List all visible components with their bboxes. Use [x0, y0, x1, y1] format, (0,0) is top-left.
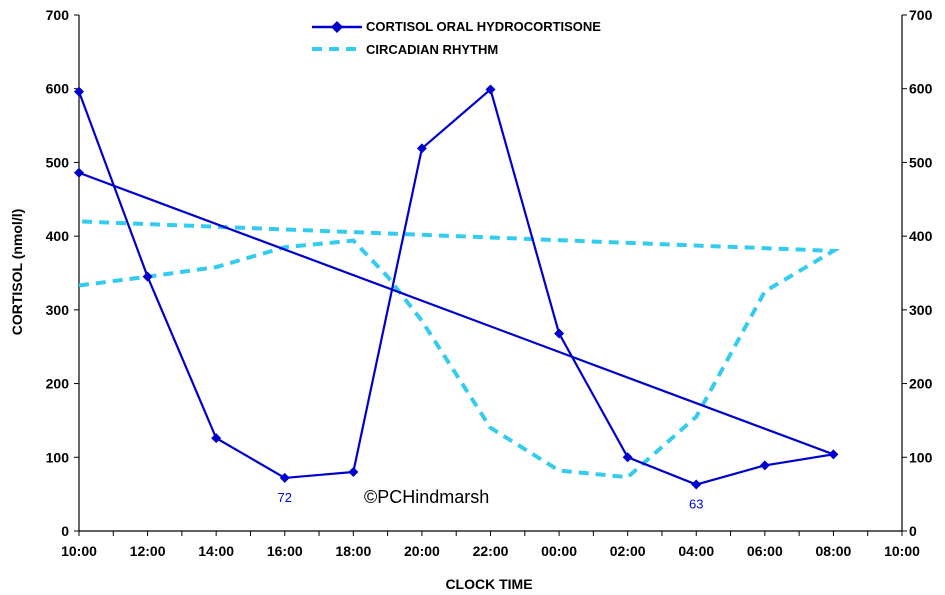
x-tick-label: 06:00	[747, 543, 783, 559]
y-right-tick-label: 600	[909, 81, 933, 97]
legend-label-circadian: CIRCADIAN RHYTHM	[366, 42, 498, 57]
x-tick-label: 10:00	[884, 543, 920, 559]
y-left-tick-label: 0	[61, 523, 69, 539]
x-tick-label: 02:00	[610, 543, 646, 559]
y-right-tick-label: 100	[909, 449, 933, 465]
y-axis-left-ticks: 0 100 200 300 400 500 600 700	[46, 7, 79, 539]
cortisol-point-marker	[279, 472, 290, 483]
x-tick-label: 08:00	[816, 543, 852, 559]
cortisol-point-marker	[416, 143, 427, 154]
legend-label-cortisol: CORTISOL ORAL HYDROCORTISONE	[366, 19, 601, 34]
x-tick-label: 04:00	[678, 543, 714, 559]
y-right-tick-label: 200	[909, 376, 933, 392]
y-left-tick-label: 100	[46, 449, 70, 465]
x-tick-label: 16:00	[267, 543, 303, 559]
x-tick-label: 22:00	[473, 543, 509, 559]
x-tick-label: 12:00	[130, 543, 166, 559]
x-axis-ticks: 10:00 12:00 14:00 16:00 18:00 20:00 22:00 00:00…	[61, 531, 920, 559]
series-layer	[74, 84, 841, 490]
point-data-label: 72	[278, 490, 292, 505]
x-axis-title: CLOCK TIME	[445, 576, 532, 592]
series-line-cortisol	[77, 87, 838, 486]
y-axis-right-ticks: 0 100 200 300 400 500 600 700	[902, 7, 933, 539]
x-tick-label: 20:00	[404, 543, 440, 559]
y-right-tick-label: 400	[909, 228, 933, 244]
y-right-tick-label: 700	[909, 7, 933, 23]
series-line-circadian-rhythm	[78, 219, 841, 480]
y-right-tick-label: 300	[909, 302, 933, 318]
x-tick-label: 00:00	[541, 543, 577, 559]
cortisol-point-marker	[485, 84, 496, 95]
cortisol-point-marker	[691, 479, 702, 490]
cortisol-point-marker	[622, 452, 633, 463]
cortisol-point-marker	[74, 86, 84, 97]
y-axis-title: CORTISOL (nmol/l)	[9, 209, 25, 336]
cortisol-point-marker	[348, 467, 359, 478]
y-left-tick-label: 600	[46, 81, 70, 97]
copyright-watermark: ©PCHindmarsh	[364, 487, 489, 507]
y-left-tick-label: 700	[46, 7, 70, 23]
cortisol-point-marker	[759, 460, 770, 471]
cortisol-point-marker	[211, 433, 222, 444]
legend-marker-diamond	[331, 21, 343, 33]
legend: CORTISOL ORAL HYDROCORTISONE CIRCADIAN R…	[312, 19, 601, 57]
cortisol-point-marker	[74, 167, 84, 178]
x-tick-label: 10:00	[61, 543, 97, 559]
y-left-tick-label: 200	[46, 376, 70, 392]
y-left-tick-label: 500	[46, 154, 70, 170]
y-right-tick-label: 0	[909, 523, 917, 539]
x-tick-label: 18:00	[335, 543, 371, 559]
point-data-label: 63	[689, 497, 703, 512]
cortisol-point-marker	[828, 449, 839, 460]
x-tick-label: 14:00	[198, 543, 234, 559]
cortisol-point-marker	[142, 271, 153, 282]
y-left-tick-label: 400	[46, 228, 70, 244]
y-left-tick-label: 300	[46, 302, 70, 318]
cortisol-point-marker	[554, 328, 565, 339]
y-right-tick-label: 500	[909, 154, 933, 170]
data-labels: 72 63	[278, 490, 704, 512]
